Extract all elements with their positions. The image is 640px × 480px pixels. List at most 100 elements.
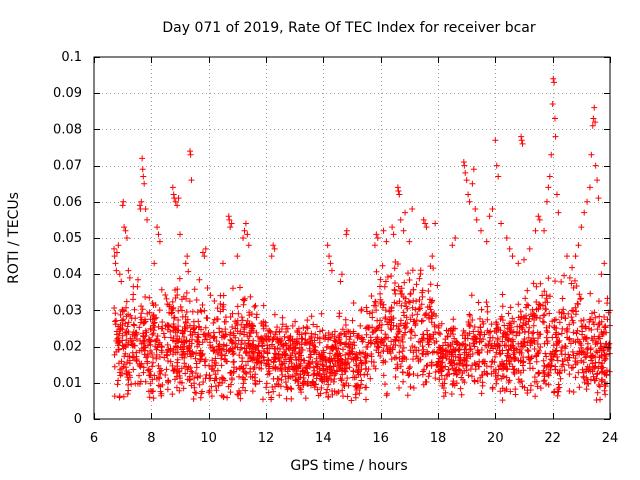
data-point	[247, 293, 254, 300]
data-point	[471, 333, 478, 340]
data-point	[362, 325, 369, 332]
data-point	[469, 180, 476, 187]
data-point	[245, 358, 252, 365]
data-point	[435, 324, 442, 331]
data-point	[419, 287, 426, 294]
data-point	[236, 373, 243, 380]
data-point	[220, 260, 226, 267]
data-point	[227, 329, 234, 336]
data-point	[509, 342, 516, 349]
data-point	[299, 347, 306, 354]
data-point	[233, 366, 240, 373]
data-point	[140, 332, 147, 339]
data-point	[112, 318, 119, 325]
data-point	[599, 360, 606, 367]
data-point	[213, 316, 220, 323]
data-point	[547, 356, 554, 363]
data-point	[377, 352, 384, 359]
data-point	[557, 375, 564, 382]
data-point	[250, 337, 257, 344]
data-point	[172, 198, 179, 205]
data-point	[593, 396, 600, 403]
data-point	[185, 268, 192, 275]
data-point	[317, 390, 324, 397]
data-point	[352, 391, 359, 398]
data-point	[136, 372, 143, 379]
data-point	[458, 391, 465, 398]
data-point	[114, 381, 121, 388]
data-point	[123, 367, 130, 374]
data-point	[391, 287, 398, 294]
data-point	[240, 331, 247, 338]
data-point	[452, 353, 459, 360]
data-point	[121, 361, 128, 368]
data-point	[202, 356, 209, 363]
data-point	[216, 379, 223, 386]
data-point	[183, 337, 190, 344]
data-point	[146, 294, 153, 301]
data-point	[522, 295, 529, 302]
data-point	[253, 314, 260, 321]
data-point	[142, 318, 149, 325]
data-point	[236, 284, 243, 291]
data-point	[525, 354, 532, 361]
data-point	[548, 362, 555, 369]
data-point	[460, 158, 467, 165]
data-point	[516, 330, 523, 337]
data-point	[493, 349, 500, 356]
data-point	[541, 362, 548, 369]
data-point	[434, 362, 441, 369]
data-point	[381, 335, 388, 342]
data-point	[267, 329, 274, 336]
data-point	[298, 352, 305, 359]
data-point	[537, 343, 544, 350]
data-point	[177, 231, 183, 238]
data-point	[292, 353, 299, 360]
data-point	[290, 366, 297, 373]
data-point	[356, 385, 363, 392]
data-point	[384, 390, 391, 397]
data-point	[478, 329, 485, 336]
data-point	[466, 330, 473, 337]
data-point	[176, 275, 183, 282]
data-point	[422, 378, 429, 385]
data-point	[113, 328, 120, 335]
y-tick-label: 0.04	[53, 267, 82, 282]
data-point	[430, 311, 437, 318]
data-point	[296, 363, 303, 370]
data-point	[159, 318, 166, 325]
data-point	[472, 206, 479, 213]
data-point	[554, 357, 561, 364]
data-point	[289, 322, 296, 329]
data-point	[228, 381, 235, 388]
data-point	[156, 307, 163, 314]
data-point	[499, 303, 506, 310]
data-point	[232, 325, 239, 332]
data-point	[493, 319, 500, 326]
data-point	[505, 378, 512, 385]
data-point	[146, 372, 153, 379]
data-point	[556, 384, 563, 391]
data-point	[475, 299, 482, 306]
data-point	[390, 322, 397, 329]
data-point	[460, 327, 467, 334]
data-point	[573, 308, 580, 315]
data-point	[210, 319, 217, 326]
data-point	[273, 351, 280, 358]
data-point	[305, 372, 312, 379]
data-point	[363, 384, 370, 391]
data-point	[131, 333, 138, 340]
data-point	[604, 295, 611, 302]
data-point	[414, 311, 421, 318]
data-point	[486, 338, 493, 345]
data-point	[174, 344, 181, 351]
data-point	[462, 169, 469, 176]
data-point	[263, 380, 270, 387]
data-point	[314, 363, 321, 370]
data-point	[163, 295, 170, 302]
data-point	[131, 342, 138, 349]
data-point	[196, 381, 203, 388]
data-point	[194, 374, 201, 381]
data-point	[362, 396, 369, 403]
data-point	[594, 326, 601, 333]
